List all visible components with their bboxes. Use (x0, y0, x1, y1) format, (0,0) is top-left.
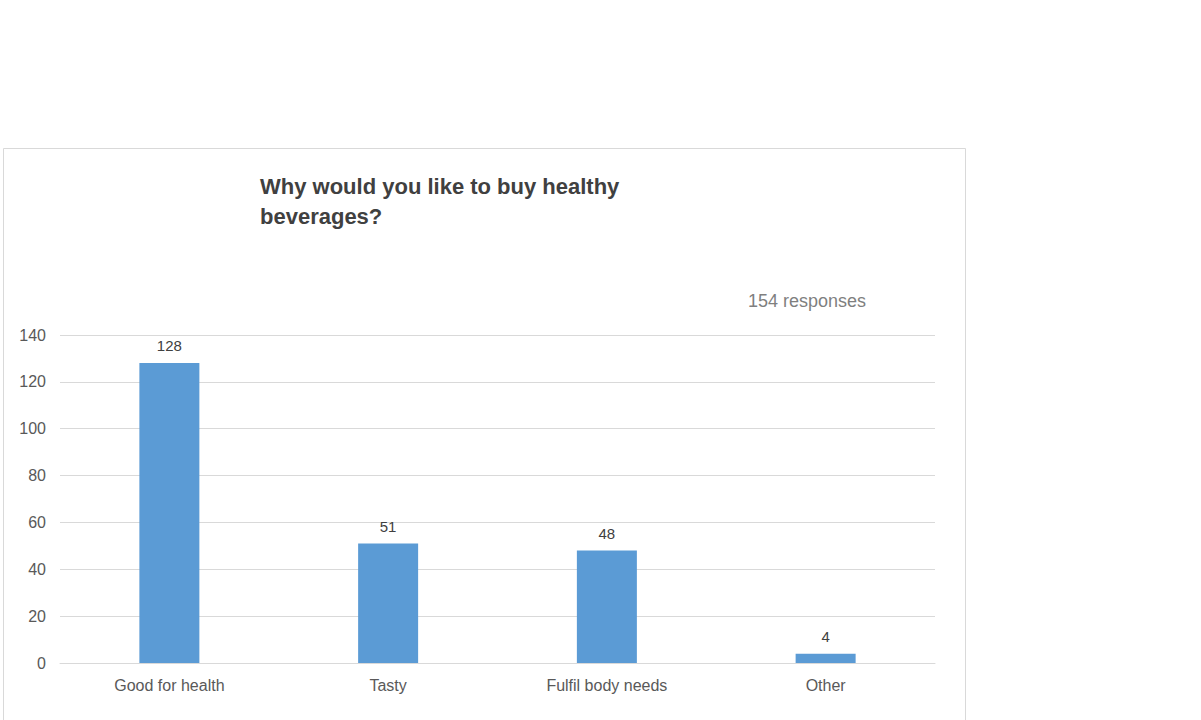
svg-text:48: 48 (599, 525, 616, 542)
svg-text:20: 20 (28, 608, 46, 625)
svg-text:40: 40 (28, 561, 46, 578)
svg-text:beverages?: beverages? (260, 204, 382, 229)
svg-text:80: 80 (28, 467, 46, 484)
svg-text:Tasty: Tasty (369, 677, 406, 694)
svg-text:154 responses: 154 responses (748, 291, 866, 311)
svg-text:51: 51 (380, 518, 397, 535)
svg-text:120: 120 (19, 373, 46, 390)
svg-text:100: 100 (19, 420, 46, 437)
svg-text:60: 60 (28, 514, 46, 531)
svg-text:140: 140 (19, 327, 46, 344)
svg-text:Fulfil body needs: Fulfil body needs (546, 677, 667, 694)
svg-text:Other: Other (806, 677, 847, 694)
svg-text:Why would you like to buy heal: Why would you like to buy healthy (260, 174, 625, 199)
svg-text:Good for health: Good for health (114, 677, 224, 694)
svg-text:0: 0 (37, 655, 46, 672)
svg-text:128: 128 (157, 337, 182, 354)
svg-text:4: 4 (821, 628, 829, 645)
